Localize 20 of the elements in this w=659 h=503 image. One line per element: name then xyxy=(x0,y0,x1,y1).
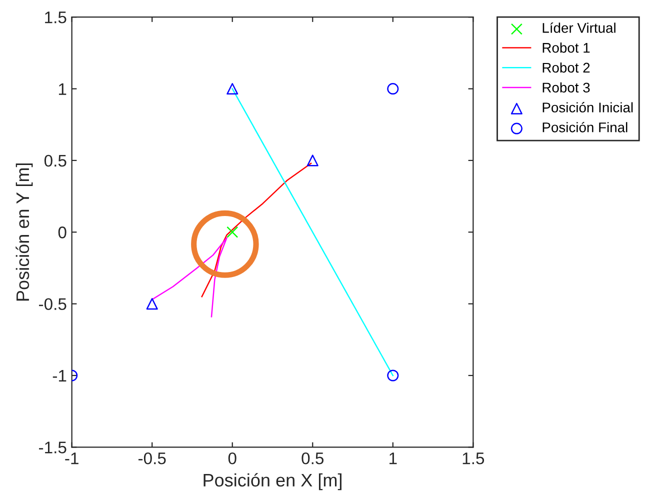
y-tick-label: -0.5 xyxy=(38,298,66,310)
legend-label: Posición Inicial xyxy=(542,102,633,112)
legend-label: Líder Virtual xyxy=(542,22,616,33)
legend-label: Robot 3 xyxy=(542,82,590,93)
y-tick-label: 1 xyxy=(58,83,66,95)
y-axis-title: Posición en Y [m] xyxy=(16,163,33,301)
legend-label: Robot 1 xyxy=(542,42,590,53)
y-tick-label: -1.5 xyxy=(38,442,66,454)
y-tick-label: -1 xyxy=(52,370,66,382)
x-tick-label: 0 xyxy=(228,452,236,464)
y-tick-label: 1.5 xyxy=(45,12,66,24)
y-tick-label: 0.5 xyxy=(44,154,66,167)
x-tick-label: 1 xyxy=(390,452,397,464)
legend-label: Robot 2 xyxy=(542,62,590,73)
x-tick-label: 1.5 xyxy=(462,452,484,464)
x-axis-title: Posición en X [m] xyxy=(204,473,342,490)
legend-label: Posición Final xyxy=(542,122,628,132)
y-tick-label: 0 xyxy=(58,226,66,238)
x-tick-label: -0.5 xyxy=(138,452,166,464)
x-tick-label: 0.5 xyxy=(302,452,324,464)
